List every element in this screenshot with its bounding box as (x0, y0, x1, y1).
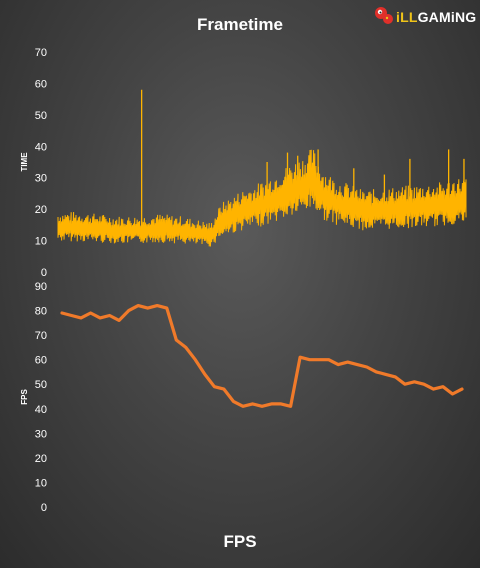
fps-plot-area (60, 304, 464, 408)
fps-y-axis-label: FPS (20, 389, 29, 405)
frametime-y-tick-label: 0 (41, 267, 47, 279)
frametime-y-tick-label: 70 (35, 47, 47, 59)
fps-y-tick-label: 80 (35, 306, 47, 318)
frametime-series-line (57, 149, 467, 247)
brand-logo: iLLGAMiNG (372, 4, 476, 28)
frametime-y-tick-label: 40 (35, 141, 47, 153)
fps-y-ticks: 0 10 20 30 40 50 60 70 80 90 (35, 281, 47, 514)
fps-y-tick-label: 10 (35, 477, 47, 489)
fps-y-tick-label: 60 (35, 355, 47, 367)
frametime-y-axis-label: TIME (20, 152, 29, 172)
frametime-y-tick-label: 10 (35, 236, 47, 248)
brand-name: iLLGAMiNG (396, 9, 477, 25)
fps-y-tick-label: 0 (41, 502, 47, 514)
frametime-y-tick-label: 30 (35, 173, 47, 185)
fps-y-tick-label: 50 (35, 379, 47, 391)
frametime-plot-area (57, 89, 467, 247)
fps-title: FPS (223, 532, 256, 551)
fps-y-tick-label: 40 (35, 404, 47, 416)
fps-y-tick-label: 30 (35, 428, 47, 440)
fps-y-tick-label: 90 (35, 281, 47, 293)
fps-series-line (60, 304, 464, 408)
frametime-y-tick-label: 60 (35, 78, 47, 90)
fps-y-tick-label: 20 (35, 453, 47, 465)
red-mascot-icon (375, 7, 393, 24)
frametime-title: Frametime (197, 15, 283, 34)
frametime-y-tick-label: 20 (35, 204, 47, 216)
frametime-y-tick-label: 50 (35, 110, 47, 122)
frametime-y-ticks: 0 10 20 30 40 50 60 70 (35, 47, 47, 279)
fps-y-tick-label: 70 (35, 330, 47, 342)
